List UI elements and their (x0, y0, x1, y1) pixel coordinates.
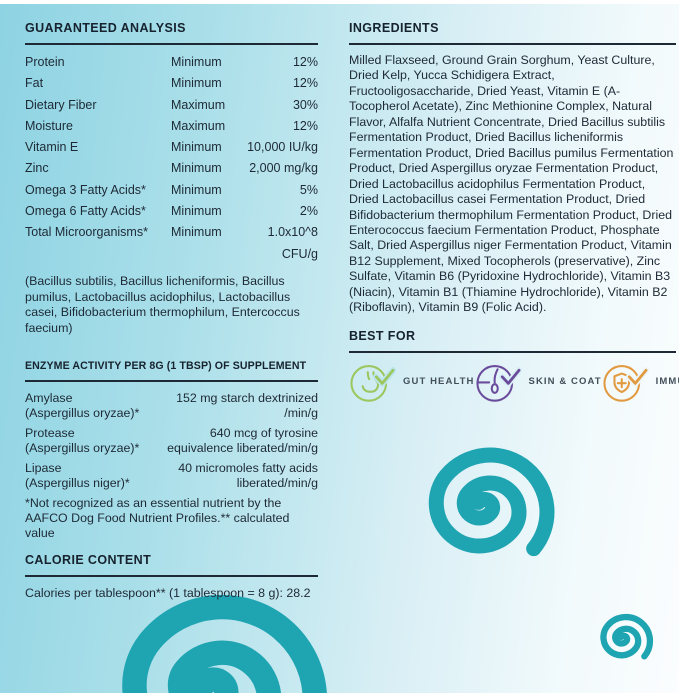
nutrient-value: 10,000 IU/kg (247, 140, 318, 155)
right-column: INGREDIENTS Milled Flaxseed, Ground Grai… (349, 21, 679, 403)
ingredients-text: Milled Flaxseed, Ground Grain Sorghum, Y… (349, 53, 674, 315)
nutrient-label: Zinc (25, 161, 49, 176)
table-row: Dietary Fiber Maximum 30% (25, 95, 318, 116)
nutrient-value: 12% (292, 118, 318, 133)
best-for-badges: GUT HEALTH (349, 360, 679, 403)
best-for-badge-label: GUT HEALTH (403, 375, 475, 387)
enzyme-name: Amylase (Aspergillus oryzae)* (25, 391, 140, 421)
nutrient-value: 5% (299, 182, 318, 197)
enzyme-name: Lipase (Aspergillus niger)* (25, 461, 130, 491)
enzyme-activity-section: ENZYME ACTIVITY PER 8G (1 TBSP) OF SUPPL… (25, 360, 318, 541)
nutrient-label: Omega 6 Fatty Acids* (25, 204, 146, 219)
nutrient-qualifier: Minimum (171, 204, 222, 219)
guaranteed-analysis-section: GUARANTEED ANALYSIS Protein Minimum 12% … (25, 21, 318, 336)
nutrient-qualifier: Minimum (171, 225, 222, 240)
guaranteed-analysis-table: Protein Minimum 12% Fat Minimum 12% Diet… (25, 52, 318, 265)
best-for-badge-skin-coat: SKIN & COAT (475, 360, 602, 403)
nutrient-qualifier: Minimum (171, 161, 222, 176)
nutrient-value: 12% (292, 76, 318, 91)
nutrient-qualifier: Maximum (171, 97, 226, 112)
nutrient-label: Omega 3 Fatty Acids* (25, 182, 146, 197)
spiral-logo-small (600, 613, 654, 660)
nutrient-label: Total Microorganisms* (25, 225, 148, 240)
best-for-title: BEST FOR (349, 329, 676, 353)
enzyme-value: 40 micromoles fatty acids liberated/min/… (178, 461, 318, 491)
table-row: Amylase (Aspergillus oryzae)* 152 mg sta… (25, 391, 318, 421)
table-row: Omega 3 Fatty Acids* Minimum 5% (25, 180, 318, 201)
table-row: Moisture Maximum 12% (25, 116, 318, 137)
table-row: Fat Minimum 12% (25, 73, 318, 94)
nutrient-value: 12% (292, 55, 318, 69)
spiral-logo-large (428, 447, 555, 557)
table-row: Lipase (Aspergillus niger)* 40 micromole… (25, 461, 318, 491)
enzyme-value: 640 mcg of tyrosine equivalence liberate… (167, 426, 318, 456)
nutrient-qualifier: Minimum (171, 76, 222, 91)
aafco-footnote: *Not recognized as an essential nutrient… (25, 496, 290, 541)
guaranteed-analysis-title: GUARANTEED ANALYSIS (25, 21, 318, 45)
nutrient-qualifier: Minimum (171, 140, 222, 155)
best-for-badge-label: IMMUNE (655, 375, 679, 387)
nutrient-label: Protein (25, 55, 65, 69)
nutrient-label: Dietary Fiber (25, 97, 97, 112)
nutrient-value: 2% (299, 204, 318, 219)
nutrient-qualifier: Minimum (171, 55, 222, 69)
calorie-content-section: CALORIE CONTENT Calories per tablespoon*… (25, 553, 318, 601)
enzyme-activity-title: ENZYME ACTIVITY PER 8G (1 TBSP) OF SUPPL… (25, 360, 318, 383)
table-row: Total Microorganisms* Minimum 1.0x10^8 C… (25, 222, 318, 265)
enzyme-activity-table: Amylase (Aspergillus oryzae)* 152 mg sta… (25, 391, 318, 491)
left-column: GUARANTEED ANALYSIS Protein Minimum 12% … (25, 21, 318, 601)
table-row: Protease (Aspergillus oryzae)* 640 mcg o… (25, 426, 318, 456)
shield-cross-check-icon (602, 360, 649, 403)
microorganisms-note: (Bacillus subtilis, Bacillus licheniform… (25, 273, 300, 335)
stomach-check-icon (349, 360, 396, 403)
nutrient-qualifier: Maximum (171, 118, 226, 133)
table-row: Omega 6 Fatty Acids* Minimum 2% (25, 201, 318, 222)
nutrient-value: 30% (292, 97, 318, 112)
table-row: Vitamin E Minimum 10,000 IU/kg (25, 137, 318, 158)
ingredients-title: INGREDIENTS (349, 21, 676, 45)
nutrient-qualifier: Minimum (171, 182, 222, 197)
label-background: GUARANTEED ANALYSIS Protein Minimum 12% … (0, 4, 679, 693)
best-for-badge-label: SKIN & COAT (528, 375, 602, 387)
table-row: Protein Minimum 12% (25, 52, 318, 73)
ingredients-section: INGREDIENTS Milled Flaxseed, Ground Grai… (349, 21, 676, 316)
nutrient-value: 2,000 mg/kg (249, 161, 318, 176)
enzyme-value: 152 mg starch dextrinized /min/g (176, 391, 318, 421)
nutrient-label: Moisture (25, 118, 73, 133)
nutrient-label: Vitamin E (25, 140, 79, 155)
table-row: Zinc Minimum 2,000 mg/kg (25, 158, 318, 179)
calorie-content-text: Calories per tablespoon** (1 tablespoon … (25, 586, 311, 601)
nutrient-value: 1.0x10^8 CFU/g (267, 225, 318, 261)
enzyme-name: Protease (Aspergillus oryzae)* (25, 426, 140, 456)
best-for-badge-immune: IMMUNE (602, 360, 679, 403)
best-for-badge-gut-health: GUT HEALTH (349, 360, 475, 403)
calorie-content-title: CALORIE CONTENT (25, 553, 318, 578)
hair-follicle-check-icon (475, 360, 522, 403)
nutrient-label: Fat (25, 76, 44, 91)
best-for-section: BEST FOR GUT HEALTH (349, 329, 679, 403)
